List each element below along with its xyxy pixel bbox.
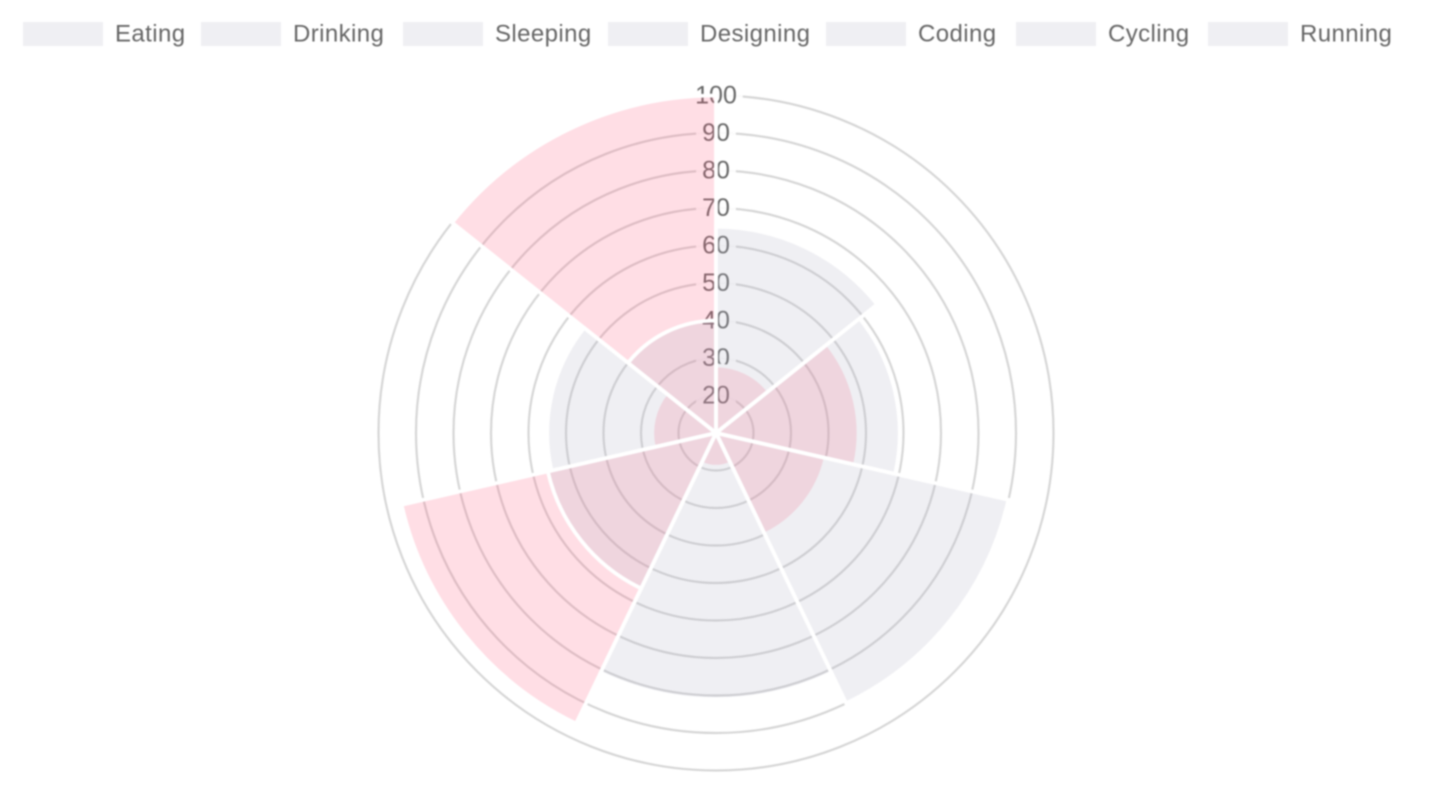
svg-text:Sleeping: Sleeping xyxy=(495,21,592,48)
svg-text:Designing: Designing xyxy=(700,21,810,48)
svg-text:Drinking: Drinking xyxy=(293,21,384,48)
svg-text:Eating: Eating xyxy=(115,21,185,48)
svg-text:Cycling: Cycling xyxy=(1108,21,1190,48)
svg-text:Coding: Coding xyxy=(918,21,996,48)
svg-text:Running: Running xyxy=(1300,21,1392,48)
